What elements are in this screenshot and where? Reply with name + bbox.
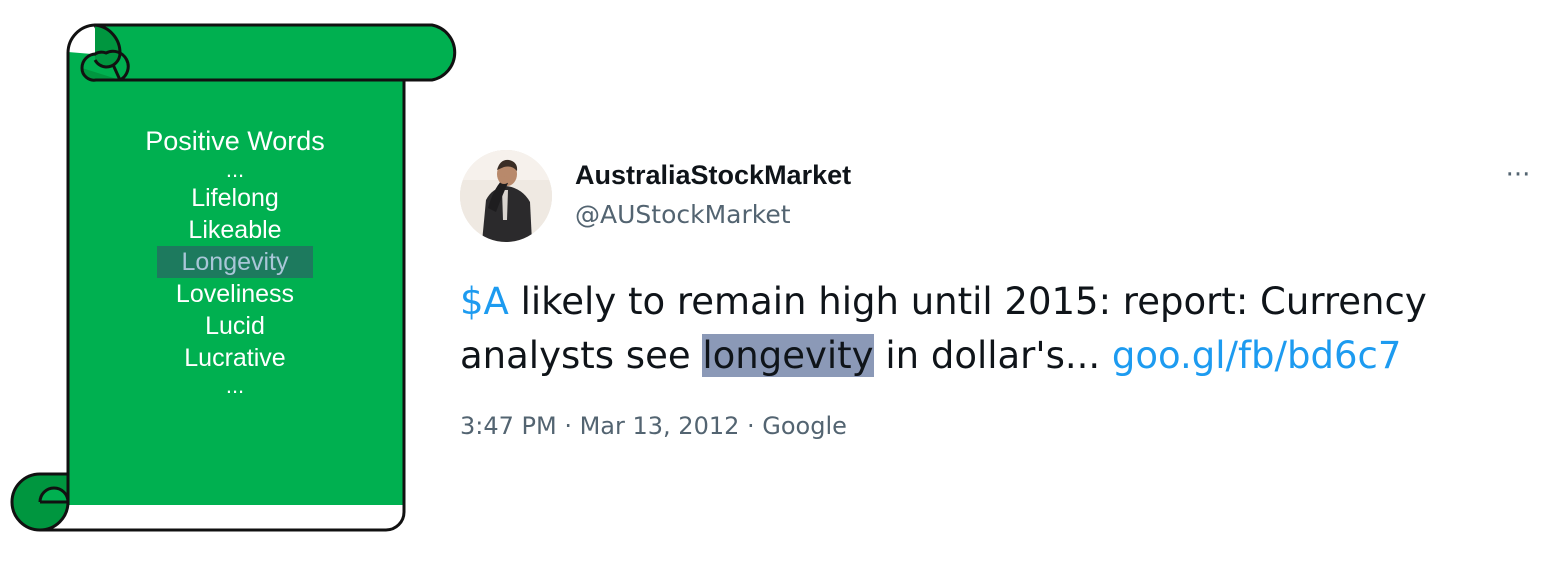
word-loveliness: Loveliness [175, 280, 295, 308]
avatar-person-image [460, 150, 552, 242]
positive-words-scroll: Positive Words ... Lifelong Likeable Lon… [0, 0, 470, 587]
scroll-graphic [10, 23, 457, 532]
ellipsis-bottom: ... [225, 373, 245, 398]
word-lucrative: Lucrative [184, 344, 286, 372]
avatar[interactable] [460, 150, 552, 242]
user-handle[interactable]: @AUStockMarket [575, 200, 791, 229]
highlighted-word: longevity [702, 334, 874, 377]
word-lifelong: Lifelong [191, 184, 279, 212]
positive-words-list: Positive Words ... Lifelong Likeable Lon… [110, 124, 360, 398]
word-lucid: Lucid [205, 312, 265, 340]
ellipsis-top: ... [225, 157, 245, 182]
more-dots-icon: ··· [1505, 160, 1531, 190]
cashtag-link[interactable]: $A [460, 280, 509, 323]
short-url-link[interactable]: goo.gl/fb/bd6c7 [1111, 334, 1402, 377]
word-likeable: Likeable [188, 216, 282, 244]
display-name[interactable]: AustraliaStockMarket [575, 160, 852, 190]
tweet-card: AustraliaStockMarket @AUStockMarket ··· … [460, 150, 1540, 470]
tweet-text-part-2: in dollar's... [873, 334, 1112, 377]
list-title: Positive Words [145, 126, 325, 156]
word-longevity-highlighted: Longevity [157, 246, 313, 278]
more-options-button[interactable]: ··· [1498, 160, 1538, 190]
tweet-text-part-1: likely to remain high until 2015: report… [460, 280, 1427, 377]
tweet-text: $A likely to remain high until 2015: rep… [460, 275, 1500, 383]
tweet-timestamp[interactable]: 3:47 PM · Mar 13, 2012 · Google [460, 412, 847, 440]
